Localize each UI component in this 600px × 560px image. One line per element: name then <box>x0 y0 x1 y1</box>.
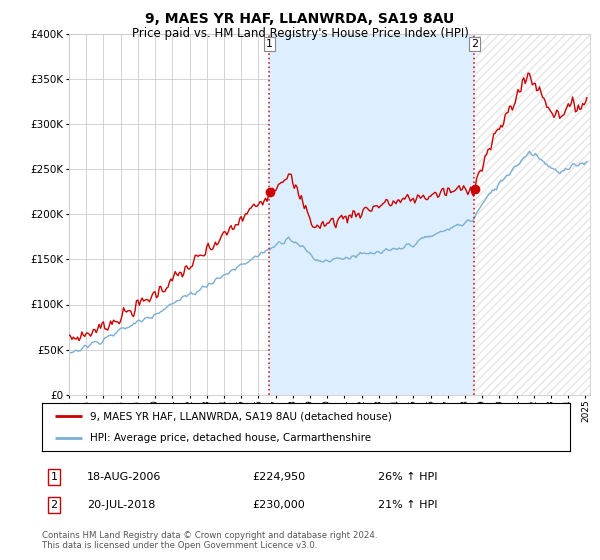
Text: 20-JUL-2018: 20-JUL-2018 <box>87 500 155 510</box>
Text: £224,950: £224,950 <box>252 472 305 482</box>
Text: 2: 2 <box>471 39 478 49</box>
Text: 18-AUG-2006: 18-AUG-2006 <box>87 472 161 482</box>
Text: £230,000: £230,000 <box>252 500 305 510</box>
Text: 21% ↑ HPI: 21% ↑ HPI <box>378 500 437 510</box>
Text: HPI: Average price, detached house, Carmarthenshire: HPI: Average price, detached house, Carm… <box>89 433 371 443</box>
Text: Contains HM Land Registry data © Crown copyright and database right 2024.
This d: Contains HM Land Registry data © Crown c… <box>42 531 377 550</box>
Bar <box>475 34 590 395</box>
Text: 9, MAES YR HAF, LLANWRDA, SA19 8AU (detached house): 9, MAES YR HAF, LLANWRDA, SA19 8AU (deta… <box>89 411 391 421</box>
Text: Price paid vs. HM Land Registry's House Price Index (HPI): Price paid vs. HM Land Registry's House … <box>131 27 469 40</box>
Text: 2: 2 <box>50 500 58 510</box>
Bar <box>269 34 475 395</box>
Text: 26% ↑ HPI: 26% ↑ HPI <box>378 472 437 482</box>
Text: 1: 1 <box>266 39 273 49</box>
Text: 1: 1 <box>50 472 58 482</box>
Text: 9, MAES YR HAF, LLANWRDA, SA19 8AU: 9, MAES YR HAF, LLANWRDA, SA19 8AU <box>145 12 455 26</box>
Bar <box>475 34 590 395</box>
